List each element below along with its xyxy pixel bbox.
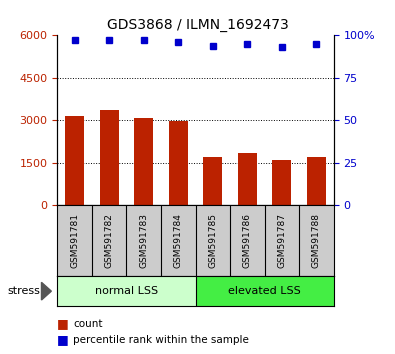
Text: ■: ■ <box>57 333 69 346</box>
Bar <box>57 276 196 306</box>
Text: GSM591787: GSM591787 <box>277 213 286 268</box>
Bar <box>238 154 257 205</box>
Text: GSM591782: GSM591782 <box>105 213 114 268</box>
Bar <box>196 276 334 306</box>
Text: GDS3868 / ILMN_1692473: GDS3868 / ILMN_1692473 <box>107 18 288 32</box>
Text: elevated LSS: elevated LSS <box>228 286 301 296</box>
Text: GSM591785: GSM591785 <box>208 213 217 268</box>
Text: normal LSS: normal LSS <box>95 286 158 296</box>
Bar <box>134 118 153 205</box>
Text: ■: ■ <box>57 318 69 330</box>
Text: GSM591783: GSM591783 <box>139 213 148 268</box>
Text: percentile rank within the sample: percentile rank within the sample <box>73 335 249 345</box>
Bar <box>100 110 118 205</box>
Text: GSM591788: GSM591788 <box>312 213 321 268</box>
Bar <box>65 116 84 205</box>
Text: GSM591781: GSM591781 <box>70 213 79 268</box>
Text: GSM591786: GSM591786 <box>243 213 252 268</box>
Text: count: count <box>73 319 103 329</box>
Bar <box>273 160 292 205</box>
Text: stress: stress <box>8 286 41 296</box>
Polygon shape <box>41 282 51 300</box>
Bar <box>203 157 222 205</box>
Bar <box>169 121 188 205</box>
Text: GSM591784: GSM591784 <box>174 213 183 268</box>
Bar <box>307 158 326 205</box>
